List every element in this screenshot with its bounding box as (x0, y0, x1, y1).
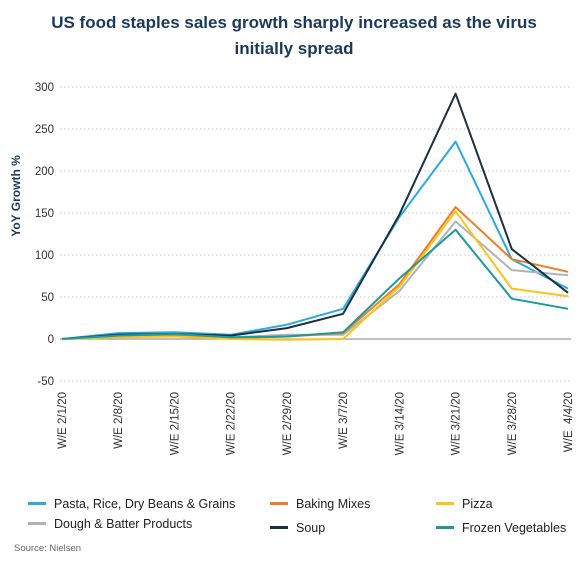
x-tick-label: W/E 3/28/20 (507, 392, 519, 455)
x-tick-label: W/E 3/14/20 (394, 392, 406, 455)
series-line-0 (61, 140, 569, 340)
legend-swatch-pasta (28, 502, 46, 505)
x-tick-label: W/E 2/8/20 (113, 392, 125, 449)
legend-item-soup: Soup (270, 521, 325, 535)
y-axis-label: YoY Growth % (9, 155, 23, 237)
legend-item-pizza: Pizza (436, 497, 493, 511)
x-tick-label: W/E 4/4/20 (563, 392, 575, 452)
legend-label-baking: Baking Mixes (296, 497, 371, 511)
legend-label-pizza: Pizza (462, 497, 493, 511)
chart-title-line-1: US food staples sales growth sharply inc… (51, 13, 537, 32)
y-tick-label: -50 (37, 376, 54, 388)
x-tick-label: W/E 2/29/20 (282, 392, 294, 455)
x-tick-label: W/E 2/22/20 (226, 392, 238, 455)
source-note: Source: Nielsen (14, 543, 82, 554)
legend-label-pasta: Pasta, Rice, Dry Beans & Grains (54, 497, 236, 511)
x-tick-label: W/E 2/15/20 (169, 392, 181, 455)
legend-swatch-baking (270, 502, 288, 505)
x-axis-ticks: W/E 2/1/20 W/E 2/8/20 W/E 2/15/20 W/E 2/22/… (57, 392, 575, 455)
x-tick-label: W/E 3/7/20 (338, 392, 350, 449)
legend-label-frozen: Frozen Vegetables (462, 521, 567, 535)
y-tick-label: 100 (35, 250, 54, 262)
legend-swatch-soup (270, 526, 288, 529)
legend-item-baking: Baking Mixes (270, 497, 370, 511)
series-line-4 (61, 210, 569, 341)
x-tick-label: W/E 2/1/20 (57, 392, 69, 449)
legend-item-frozen: Frozen Vegetables (436, 521, 566, 535)
line-chart: -50 0 50 100 150 200 250 300 W/E 2/1/20 W/E 2/8/… (9, 82, 575, 455)
legend-label-soup: Soup (296, 521, 326, 535)
y-tick-label: 0 (48, 334, 54, 346)
x-tick-label: W/E 3/21/20 (451, 392, 463, 455)
y-tick-label: 150 (35, 208, 54, 220)
y-tick-label: 300 (35, 82, 54, 94)
legend-swatch-pizza (436, 502, 454, 505)
series-line-5 (61, 228, 569, 340)
legend-item-pasta: Pasta, Rice, Dry Beans & Grains (28, 497, 235, 511)
y-tick-label: 50 (41, 292, 54, 304)
y-tick-label: 250 (35, 124, 54, 136)
chart-title: US food staples sales growth sharply inc… (0, 10, 588, 62)
legend-swatch-frozen (436, 526, 454, 529)
legend-swatch-dough (28, 522, 46, 525)
legend-item-dough: Dough & Batter Products (28, 517, 192, 531)
y-tick-label: 200 (35, 166, 54, 178)
chart-title-line-2: initially spread (234, 39, 354, 58)
y-axis-ticks: -50 0 50 100 150 200 250 300 (35, 82, 54, 388)
series-lines (61, 92, 569, 341)
legend-label-dough: Dough & Batter Products (54, 517, 193, 531)
